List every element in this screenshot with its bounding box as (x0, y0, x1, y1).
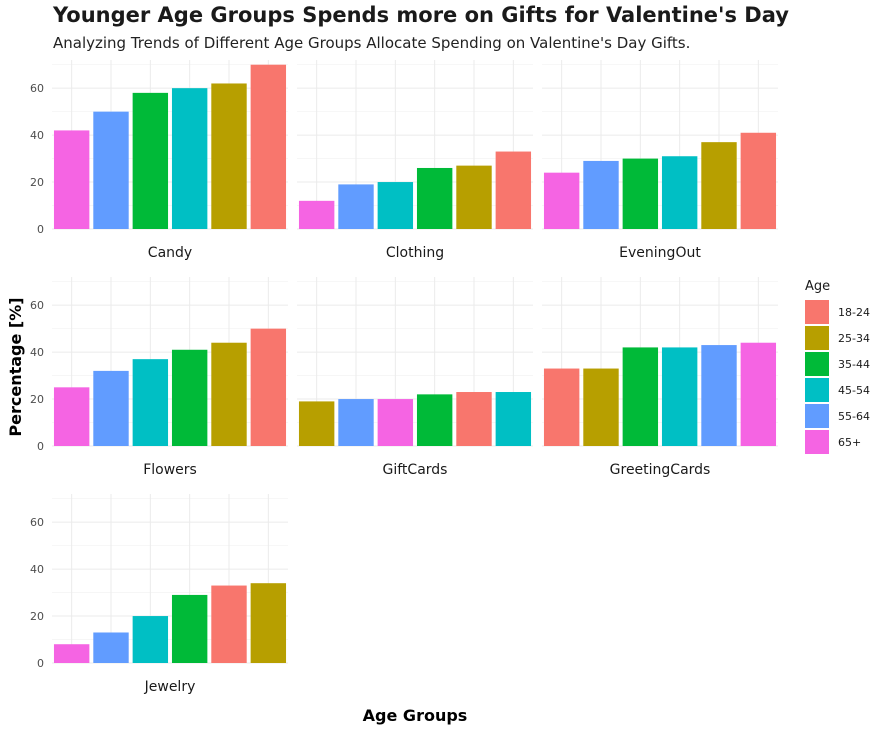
facet-label: Jewelry (144, 679, 196, 695)
facet-label: EveningOut (619, 245, 701, 261)
bar-jewelry-18-24: 18-24: 33 (211, 585, 247, 663)
bar-eveningout-55-64: 55-64: 29 (583, 160, 619, 229)
facet-panel-candy: 0 20 40 60 65+: 4255-64: 5035-44: 5845-54: 6… (30, 60, 288, 261)
chart-subtitle: Analyzing Trends of Different Age Groups… (53, 34, 691, 52)
bar-clothing-35-44: 35-44: 26 (416, 167, 453, 229)
bar-giftcards-18-24: 18-24: 23 (456, 392, 492, 446)
y-tick-label: 20 (30, 176, 44, 189)
legend-label: 65+ (838, 436, 861, 449)
bar-jewelry-25-34: 25-34: 34 (250, 583, 287, 663)
y-tick-label: 40 (30, 129, 44, 142)
y-tick-label: 20 (30, 610, 44, 623)
bar-candy-65+: 65+: 42 (53, 130, 90, 229)
y-tick-label: 40 (30, 563, 44, 576)
legend-swatch (805, 404, 829, 428)
bar-greetingcards-55-64: 55-64: 43 (701, 345, 737, 446)
legend-swatch (805, 352, 829, 376)
bar-giftcards-55-64: 55-64: 20 (338, 399, 374, 446)
bar-giftcards-25-34: 25-34: 19 (298, 401, 335, 446)
bar-greetingcards-35-44: 35-44: 42 (622, 347, 659, 446)
facet-panel-eveningout: 65+: 2455-64: 2935-44: 3045-54: 3125-34:… (542, 60, 778, 261)
bar-flowers-25-34: 25-34: 44 (211, 342, 247, 446)
bar-candy-25-34: 25-34: 62 (211, 83, 247, 229)
bar-eveningout-45-54: 45-54: 31 (661, 156, 698, 229)
bar-clothing-65+: 65+: 12 (298, 200, 335, 229)
y-axis-title: Percentage [%] (6, 297, 25, 436)
x-axis-title: Age Groups (363, 706, 468, 725)
bar-greetingcards-45-54: 45-54: 42 (661, 347, 698, 446)
bar-greetingcards-65+: 65+: 44 (740, 342, 777, 446)
facet-panel-clothing: 65+: 1255-64: 1945-54: 2035-44: 2625-34:… (297, 60, 533, 261)
facet-panel-flowers: 0 20 40 60 65+: 2555-64: 3245-54: 3735-44: 4… (30, 277, 288, 478)
bar-flowers-35-44: 35-44: 41 (171, 349, 208, 446)
bar-greetingcards-25-34: 25-34: 33 (583, 368, 619, 446)
y-tick-label: 60 (30, 516, 44, 529)
legend-label: 35-44 (838, 358, 870, 371)
bar-candy-55-64: 55-64: 50 (93, 111, 129, 229)
y-tick-label: 0 (37, 440, 44, 453)
legend-swatch (805, 300, 829, 324)
legend-title: Age (805, 279, 830, 294)
y-tick-label: 60 (30, 299, 44, 312)
bar-candy-35-44: 35-44: 58 (132, 92, 169, 229)
bar-clothing-45-54: 45-54: 20 (377, 182, 414, 229)
facet-label: Clothing (386, 245, 444, 261)
legend-swatch (805, 430, 829, 454)
bar-clothing-18-24: 18-24: 33 (495, 151, 532, 229)
bar-eveningout-65+: 65+: 24 (543, 172, 580, 229)
facet-panel-giftcards: 25-34: 1955-64: 2065+: 2035-44: 2218-24:… (297, 277, 533, 478)
bar-eveningout-25-34: 25-34: 37 (701, 142, 737, 229)
legend-label: 45-54 (838, 384, 870, 397)
bar-clothing-55-64: 55-64: 19 (338, 184, 374, 229)
y-tick-label: 0 (37, 657, 44, 670)
bar-giftcards-65+: 65+: 20 (377, 399, 414, 446)
facet-label: GreetingCards (610, 462, 711, 478)
bar-eveningout-35-44: 35-44: 30 (622, 158, 659, 229)
chart-title: Younger Age Groups Spends more on Gifts … (53, 3, 789, 27)
facet-label: GiftCards (383, 462, 448, 478)
bar-flowers-18-24: 18-24: 50 (250, 328, 287, 446)
bar-clothing-25-34: 25-34: 27 (456, 165, 492, 229)
bar-jewelry-35-44: 35-44: 29 (171, 594, 208, 663)
facet-label: Flowers (143, 462, 197, 478)
bar-flowers-65+: 65+: 25 (53, 387, 90, 446)
y-tick-label: 20 (30, 393, 44, 406)
chart-panels: 0 20 40 60 65+: 4255-64: 5035-44: 5845-54: 6… (30, 60, 778, 695)
legend-label: 18-24 (838, 306, 870, 319)
legend-swatch (805, 378, 829, 402)
y-tick-label: 40 (30, 346, 44, 359)
bar-jewelry-45-54: 45-54: 20 (132, 616, 169, 663)
bar-giftcards-45-54: 45-54: 23 (495, 392, 532, 446)
legend: Age 18-24 25-34 35-44 45-54 55-64 65+ (805, 279, 870, 454)
bar-greetingcards-18-24: 18-24: 33 (543, 368, 580, 446)
legend-label: 55-64 (838, 410, 870, 423)
bar-jewelry-55-64: 55-64: 13 (93, 632, 129, 663)
facet-label: Candy (148, 245, 192, 261)
facet-panel-greetingcards: 18-24: 3325-34: 3335-44: 4245-54: 4255-6… (542, 277, 778, 478)
bar-giftcards-35-44: 35-44: 22 (416, 394, 453, 446)
bar-flowers-55-64: 55-64: 32 (93, 370, 129, 446)
facet-panel-jewelry: 0 20 40 60 65+: 855-64: 1345-54: 2035-44: 29… (30, 494, 288, 695)
legend-swatch (805, 326, 829, 350)
bar-candy-45-54: 45-54: 60 (171, 88, 208, 230)
legend-label: 25-34 (838, 332, 870, 345)
bar-flowers-45-54: 45-54: 37 (132, 359, 169, 446)
y-tick-label: 0 (37, 223, 44, 236)
bar-eveningout-18-24: 18-24: 41 (740, 132, 777, 229)
bar-candy-18-24: 18-24: 70 (250, 64, 287, 229)
bar-jewelry-65+: 65+: 8 (53, 644, 90, 663)
y-tick-label: 60 (30, 82, 44, 95)
